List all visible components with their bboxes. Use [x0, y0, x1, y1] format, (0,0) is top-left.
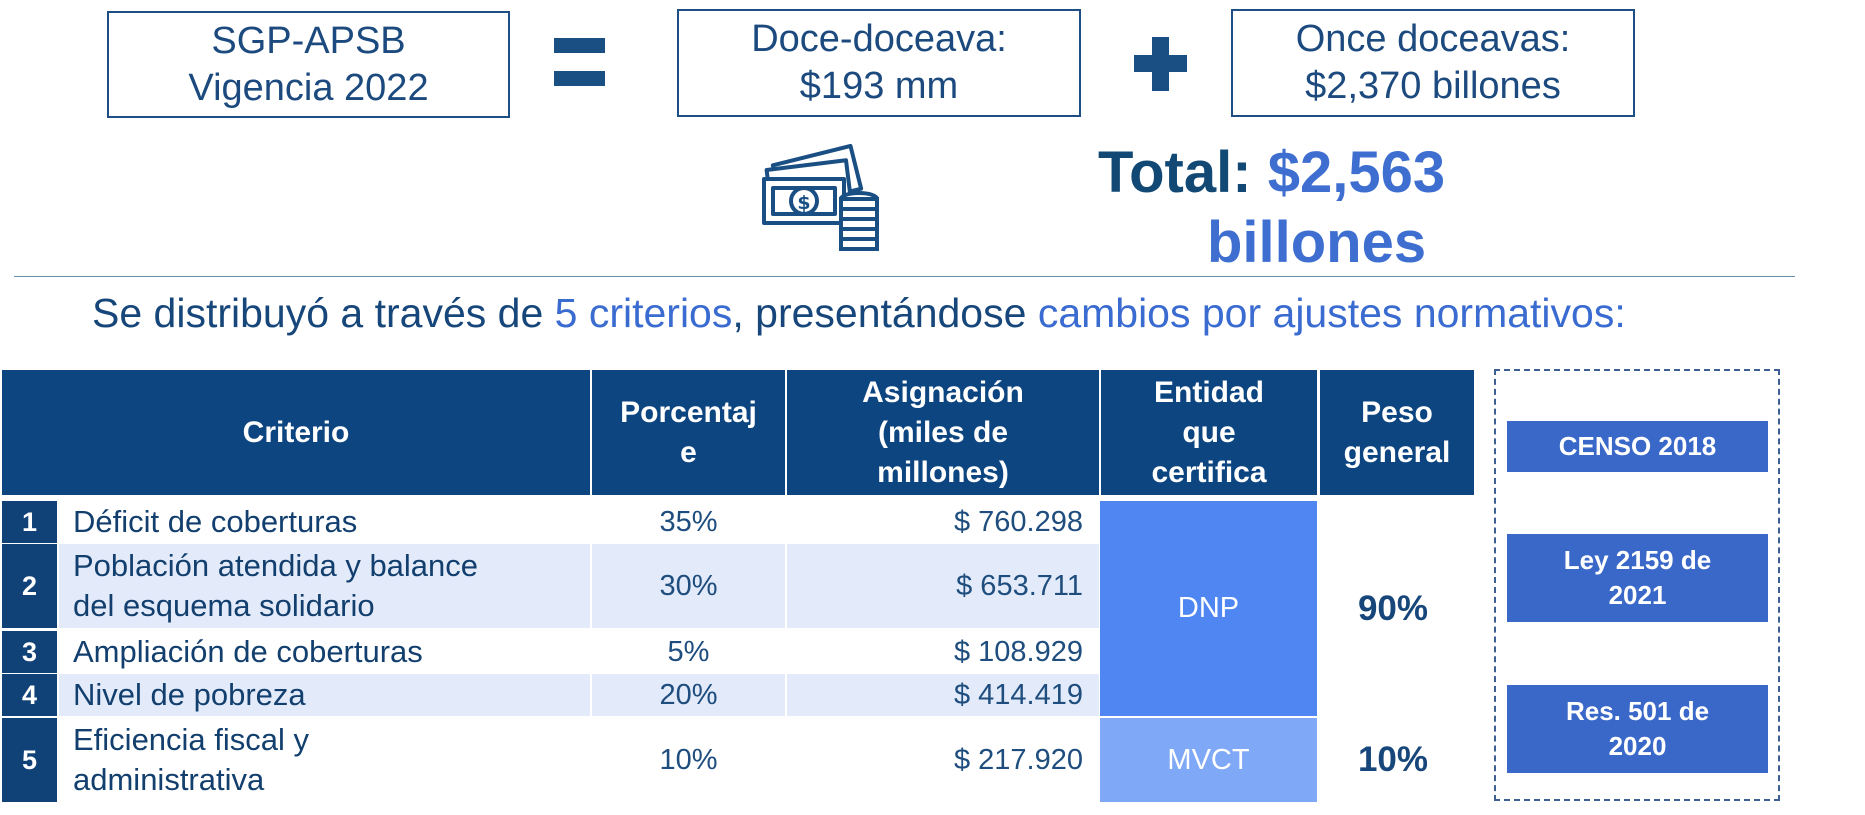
- header-asignacion-line3: millones): [877, 455, 1009, 489]
- criterio-5-line2: administrativa: [73, 762, 265, 797]
- criterio-2: Población atendida y balance del esquema…: [73, 544, 478, 628]
- once-doceavas-box: Once doceavas: $2,370 billones: [1231, 9, 1635, 117]
- criterio-4: Nivel de pobreza: [73, 677, 306, 712]
- equals-sign-bottom-bar: [554, 71, 605, 86]
- total-unit: billones: [1206, 210, 1427, 275]
- header-peso-line2: general: [1343, 435, 1451, 469]
- row-4-background: [59, 674, 1099, 716]
- subtitle-highlight-criterios: 5 criterios: [554, 290, 733, 336]
- header-criterio: Criterio: [2, 370, 590, 495]
- asignacion-4: $ 414.419: [953, 678, 1083, 711]
- equals-sign-top-bar: [554, 38, 605, 53]
- header-porcentaje-line2: e: [680, 435, 697, 469]
- asignacion-1: $ 760.298: [953, 505, 1083, 538]
- doce-doceava-box: Doce-doceava: $193 mm: [677, 9, 1081, 117]
- row-number-1: 1: [2, 501, 57, 543]
- svg-text:$: $: [797, 192, 810, 214]
- peso-dnp: 90%: [1357, 588, 1429, 628]
- header-entidad: Entidad que certifica: [1101, 370, 1317, 495]
- total-value: $2,563: [1267, 140, 1446, 205]
- entidad-mvct: MVCT: [1100, 718, 1317, 802]
- note-res-501: Res. 501 de 2020: [1507, 685, 1768, 773]
- row-number-2: 2: [2, 544, 57, 628]
- header-entidad-line3: certifica: [1151, 455, 1267, 489]
- note-ley-2159-line2: 2021: [1608, 580, 1667, 610]
- divider-line: [14, 276, 1795, 277]
- header-criterio-label: Criterio: [242, 415, 350, 449]
- criterio-2-line1: Población atendida y balance: [73, 548, 479, 583]
- header-asignacion-line1: Asignación: [862, 375, 1024, 409]
- note-ley-2159-line1: Ley 2159 de: [1563, 545, 1712, 575]
- criterio-3: Ampliación de coberturas: [73, 634, 423, 669]
- subtitle-part-1: Se distribuyó a través de: [92, 290, 555, 336]
- note-censo-2018: CENSO 2018: [1507, 421, 1768, 472]
- criterio-2-line2: del esquema solidario: [73, 588, 375, 623]
- row-number-4: 4: [2, 674, 57, 716]
- asignacion-5: $ 217.920: [953, 743, 1083, 776]
- peso-mvct: 10%: [1357, 740, 1429, 779]
- sgp-apsb-label: SGP-APSB: [211, 19, 406, 62]
- money-cash-coins-icon: $: [762, 143, 879, 251]
- vigencia-label: Vigencia 2022: [188, 66, 429, 109]
- note-res-501-line1: Res. 501 de: [1565, 696, 1710, 726]
- doce-doceava-value: $193 mm: [799, 65, 959, 107]
- normative-notes-panel: [1494, 369, 1780, 801]
- header-peso-line1: Peso: [1361, 395, 1433, 429]
- plus-sign-horizontal: [1134, 55, 1187, 72]
- doce-doceava-label: Doce-doceava:: [751, 18, 1007, 60]
- header-asignacion-line2: (miles de: [877, 415, 1009, 449]
- subtitle-highlight-cambios: cambios por ajustes normativos:: [1037, 290, 1626, 336]
- row-2-background: [59, 544, 1099, 628]
- once-doceavas-value: $2,370 billones: [1305, 65, 1561, 107]
- porcentaje-4: 20%: [659, 678, 718, 711]
- header-asignacion: Asignación (miles de millones): [787, 370, 1099, 495]
- subtitle-part-2: , presentándose: [732, 290, 1038, 336]
- criterio-1: Déficit de coberturas: [73, 504, 358, 539]
- criterio-5-line1: Eficiencia fiscal y: [73, 722, 310, 757]
- porcentaje-5: 10%: [659, 743, 718, 776]
- total-label: Total:: [1098, 140, 1252, 205]
- column-separator-2: [785, 495, 787, 802]
- entidad-dnp: DNP: [1100, 501, 1317, 716]
- header-porcentaje-line1: Porcentaj: [620, 395, 757, 429]
- header-porcentaje: Porcentaj e: [592, 370, 785, 495]
- note-ley-2159: Ley 2159 de 2021: [1507, 534, 1768, 622]
- porcentaje-1: 35%: [659, 505, 718, 538]
- header-entidad-line1: Entidad: [1154, 375, 1264, 409]
- asignacion-3: $ 108.929: [953, 635, 1083, 668]
- header-peso: Peso general: [1320, 370, 1474, 495]
- criterio-5: Eficiencia fiscal y administrativa: [73, 718, 309, 802]
- row-number-5: 5: [2, 718, 57, 802]
- once-doceavas-label: Once doceavas:: [1295, 18, 1571, 60]
- note-res-501-line2: 2020: [1608, 731, 1667, 761]
- total-amount: Total: $2,563 billones: [1098, 138, 1445, 278]
- column-separator-1: [590, 495, 592, 802]
- row-number-3: 3: [2, 631, 57, 673]
- header-entidad-line2: que: [1182, 415, 1236, 449]
- porcentaje-2: 30%: [659, 569, 718, 602]
- subtitle: Se distribuyó a través de 5 criterios, p…: [92, 290, 1626, 337]
- asignacion-2: $ 653.711: [956, 569, 1083, 602]
- porcentaje-3: 5%: [667, 635, 710, 668]
- sgp-apsb-box: SGP-APSB Vigencia 2022: [107, 11, 510, 118]
